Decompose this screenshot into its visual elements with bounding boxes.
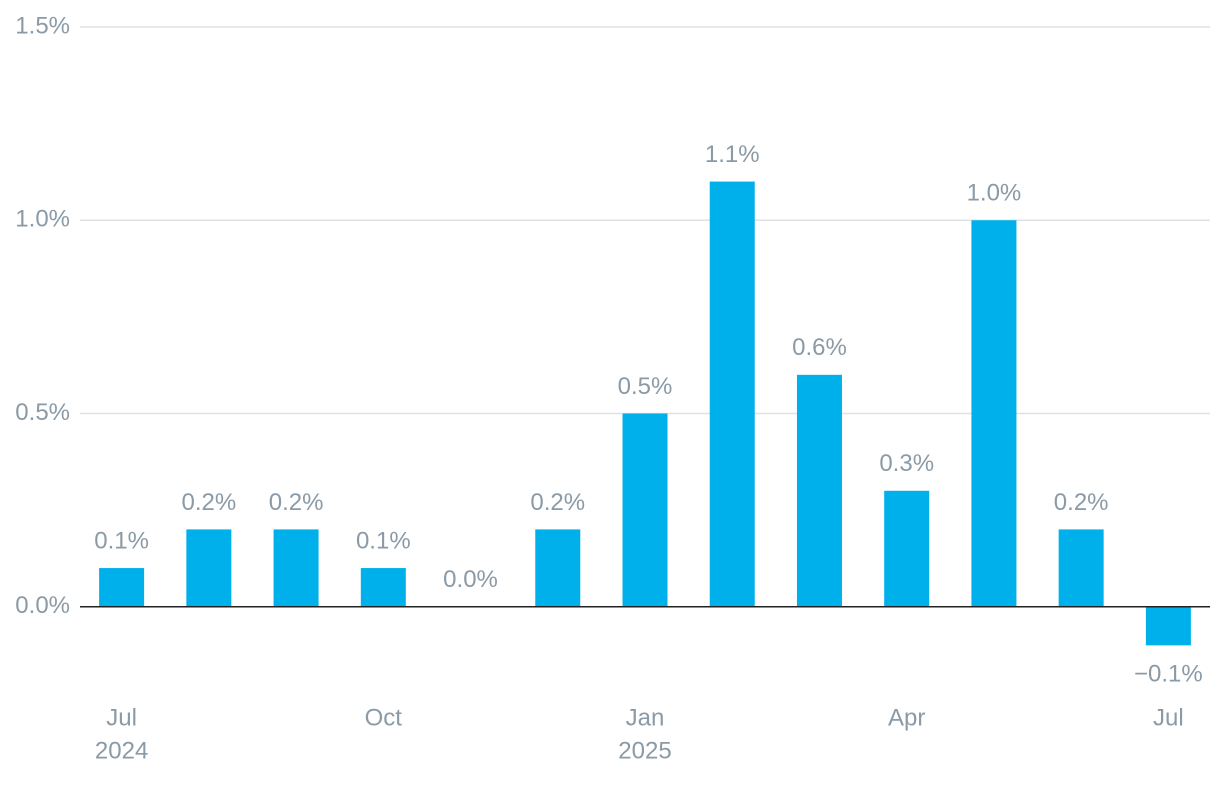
value-label: 0.6%: [792, 334, 847, 361]
value-label: −0.1%: [1134, 661, 1203, 688]
value-label: 0.2%: [1054, 489, 1109, 516]
value-label: 0.1%: [356, 527, 411, 554]
bar: [622, 413, 668, 607]
x-tick-label: Jul: [106, 704, 137, 731]
bar: [535, 529, 581, 607]
value-label: 0.0%: [443, 566, 498, 593]
bar: [186, 529, 232, 607]
bar: [273, 529, 319, 607]
x-tick-year: 2024: [95, 737, 148, 764]
value-label: 0.1%: [94, 527, 149, 554]
y-tick-label: 0.0%: [15, 592, 70, 619]
bar: [884, 490, 930, 607]
bar: [360, 568, 406, 607]
bar: [709, 181, 755, 607]
x-tick-label: Jan: [626, 704, 665, 731]
value-label: 0.5%: [618, 373, 673, 400]
y-tick-label: 1.5%: [15, 12, 70, 39]
x-tick-label: Oct: [365, 704, 403, 731]
value-label: 0.3%: [879, 450, 934, 477]
bar: [1145, 606, 1191, 646]
bar: [1058, 529, 1104, 607]
x-tick-year: 2025: [618, 737, 671, 764]
bar: [99, 568, 145, 607]
value-label: 0.2%: [269, 489, 324, 516]
x-tick-label: Jul: [1153, 704, 1184, 731]
bar: [971, 220, 1017, 607]
value-label: 1.0%: [967, 180, 1022, 207]
value-label: 0.2%: [530, 489, 585, 516]
value-label: 0.2%: [181, 489, 236, 516]
x-tick-label: Apr: [888, 704, 925, 731]
value-label: 1.1%: [705, 141, 760, 168]
y-tick-label: 1.0%: [15, 206, 70, 233]
y-tick-label: 0.5%: [15, 399, 70, 426]
bar: [796, 374, 842, 607]
